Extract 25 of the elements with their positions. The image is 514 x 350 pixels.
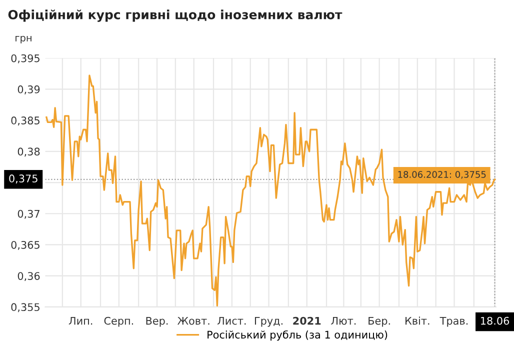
y-tick-label: 0,395	[11, 54, 40, 64]
y-tick-label: 0,365	[11, 240, 40, 250]
y-axis-title: грн	[16, 36, 32, 44]
x-tick-label: Груд.	[254, 316, 282, 327]
y-tick-label: 0,355	[11, 303, 40, 312]
legend-label: Російський рубль (за 1 одиницю)	[208, 330, 388, 341]
annotation: 18.06.2021: 0,3755	[398, 171, 486, 179]
x-tick-label: Жовт.	[178, 316, 210, 325]
x-tick-label: 18.06	[481, 316, 510, 325]
x-tick-label: Лист.	[218, 316, 246, 325]
y-tick-label: 0,39	[18, 85, 40, 94]
x-tick-label: Квіт.	[406, 316, 430, 325]
x-tick-label: Трав.	[440, 316, 468, 327]
x-tick-label: Вер.	[146, 316, 168, 327]
ref-line-label: 0,375	[9, 174, 38, 184]
x-tick-label: Бер.	[368, 316, 390, 327]
y-tick-label: 0,38	[18, 148, 40, 157]
x-tick-label: Серп.	[104, 316, 134, 327]
x-tick-label: 2021	[293, 316, 321, 325]
y-tick-label: 0,37	[18, 210, 40, 219]
chart-title: Офіційний курс гривні щодо іноземних валют	[8, 10, 342, 22]
x-tick-label: Лют.	[331, 316, 356, 325]
y-tick-label: 0,36	[18, 272, 40, 282]
y-tick-label: 0,385	[11, 116, 40, 126]
x-tick-label: Лип.	[68, 316, 92, 325]
